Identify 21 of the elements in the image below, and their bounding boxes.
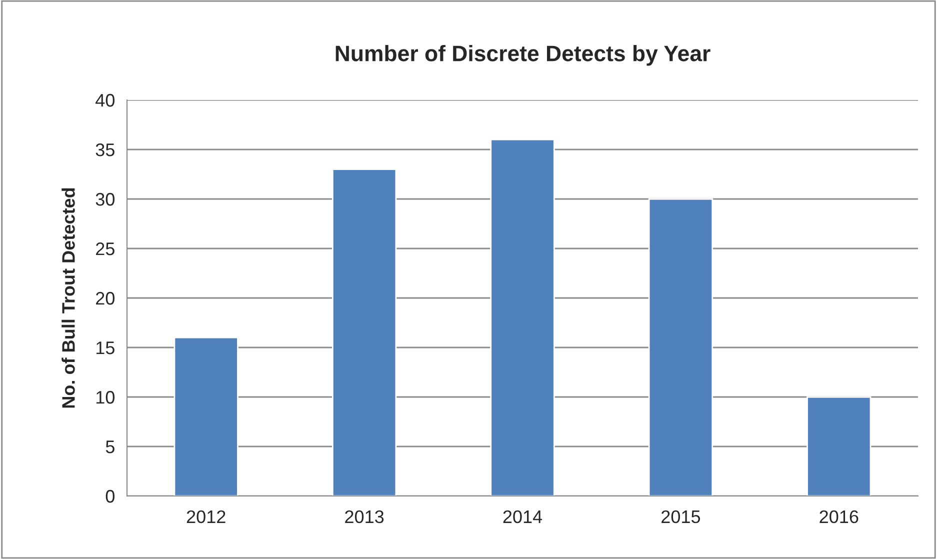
y-tick-label: 30 — [96, 192, 114, 206]
y-tick-label: 20 — [96, 292, 114, 305]
x-tick-label: 2015 — [662, 510, 700, 524]
y-tick-label: 0 — [106, 490, 114, 503]
chart-title: Number of Discrete Detects by Year — [336, 45, 710, 66]
y-tick-label: 5 — [106, 440, 114, 454]
bar — [490, 138, 555, 496]
y-tick-label: 25 — [96, 242, 114, 256]
y-axis-title: No. of Bull Trout Detected — [62, 188, 75, 408]
y-tick-label: 10 — [96, 390, 114, 404]
y-tick-label: 40 — [96, 94, 114, 107]
bar — [806, 396, 872, 496]
bar — [174, 336, 238, 496]
bar — [332, 168, 397, 496]
bar — [648, 198, 714, 496]
x-tick-label: 2016 — [820, 510, 858, 524]
x-tick-label: 2013 — [345, 510, 384, 524]
x-tick-label: 2012 — [186, 510, 226, 524]
x-tick-label: 2014 — [503, 510, 542, 524]
y-tick-label: 15 — [96, 342, 114, 354]
y-tick-label: 35 — [96, 143, 114, 156]
